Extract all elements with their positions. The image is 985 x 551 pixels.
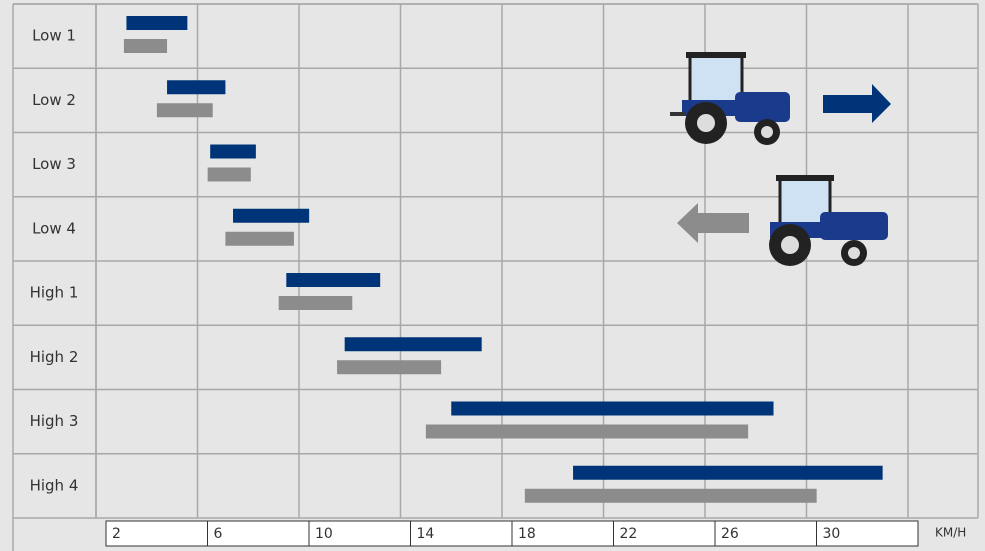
- forward-speed-bar: [233, 209, 309, 223]
- reverse-speed-bar: [225, 232, 294, 246]
- reverse-speed-bar: [426, 425, 748, 439]
- forward-speed-bar: [345, 337, 482, 351]
- gear-label: Low 2: [32, 91, 76, 109]
- x-tick-label: 14: [417, 526, 435, 542]
- gear-label: Low 1: [32, 27, 76, 45]
- forward-speed-bar: [210, 145, 256, 159]
- chart: 26101418222630KM/HLow 1Low 2Low 3Low 4Hi…: [0, 0, 985, 551]
- reverse-speed-bar: [157, 103, 213, 117]
- reverse-speed-bar: [279, 296, 353, 310]
- x-tick-label: 6: [214, 526, 223, 542]
- forward-speed-bar: [126, 16, 187, 30]
- reverse-speed-bar: [208, 168, 251, 182]
- x-tick-box: [106, 521, 208, 546]
- gear-label: Low 3: [32, 155, 76, 173]
- forward-speed-bar: [167, 80, 225, 94]
- reverse-speed-bar: [337, 360, 441, 374]
- forward-speed-bar: [286, 273, 380, 287]
- gear-label: High 3: [30, 412, 79, 430]
- gear-label: High 2: [30, 348, 79, 366]
- reverse-speed-bar: [124, 39, 167, 53]
- forward-speed-bar: [573, 466, 883, 480]
- x-tick-label: 30: [823, 526, 841, 542]
- forward-speed-bar: [451, 402, 773, 416]
- x-tick-label: 10: [315, 526, 333, 542]
- x-axis-unit: KM/H: [935, 526, 966, 540]
- gear-label: High 1: [30, 284, 79, 302]
- x-tick-label: 26: [721, 526, 739, 542]
- reverse-speed-bar: [525, 489, 817, 503]
- x-tick-label: 2: [112, 526, 121, 542]
- gear-label: High 4: [30, 476, 79, 494]
- x-tick-label: 18: [518, 526, 536, 542]
- x-tick-label: 22: [620, 526, 638, 542]
- gear-label: Low 4: [32, 219, 76, 237]
- x-tick-box: [208, 521, 310, 546]
